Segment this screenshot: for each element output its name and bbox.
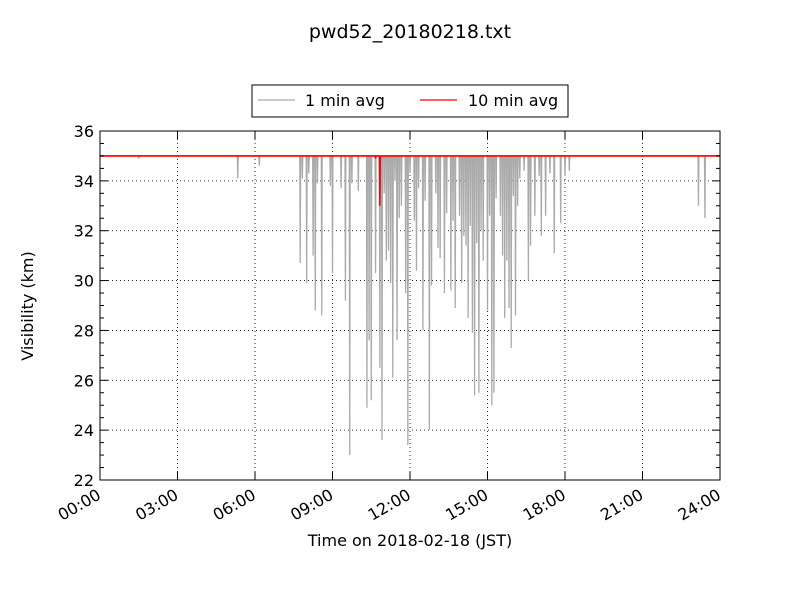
legend-label-1-min-avg: 1 min avg xyxy=(305,91,385,110)
y-tick-label: 22 xyxy=(74,471,94,490)
legend: 1 min avg 10 min avg xyxy=(251,84,569,118)
y-axis-label: Visibility (km) xyxy=(18,251,37,360)
axis-ticks xyxy=(99,130,721,481)
legend-box xyxy=(251,84,569,118)
grid xyxy=(100,131,720,480)
x-axis-label: Time on 2018-02-18 (JST) xyxy=(307,531,512,550)
series-line-10-min-avg xyxy=(100,155,720,206)
y-tick-label: 36 xyxy=(74,122,94,141)
y-tick-label: 30 xyxy=(74,272,94,291)
y-tick-label: 32 xyxy=(74,222,94,241)
y-tick-label: 34 xyxy=(74,172,94,191)
series-layer xyxy=(100,155,720,456)
y-tick-label: 26 xyxy=(74,371,94,390)
y-tick-label: 28 xyxy=(74,321,94,340)
chart-title: pwd52_20180218.txt xyxy=(309,21,511,43)
legend-label-10-min-avg: 10 min avg xyxy=(468,91,558,110)
y-tick-label: 24 xyxy=(74,421,94,440)
